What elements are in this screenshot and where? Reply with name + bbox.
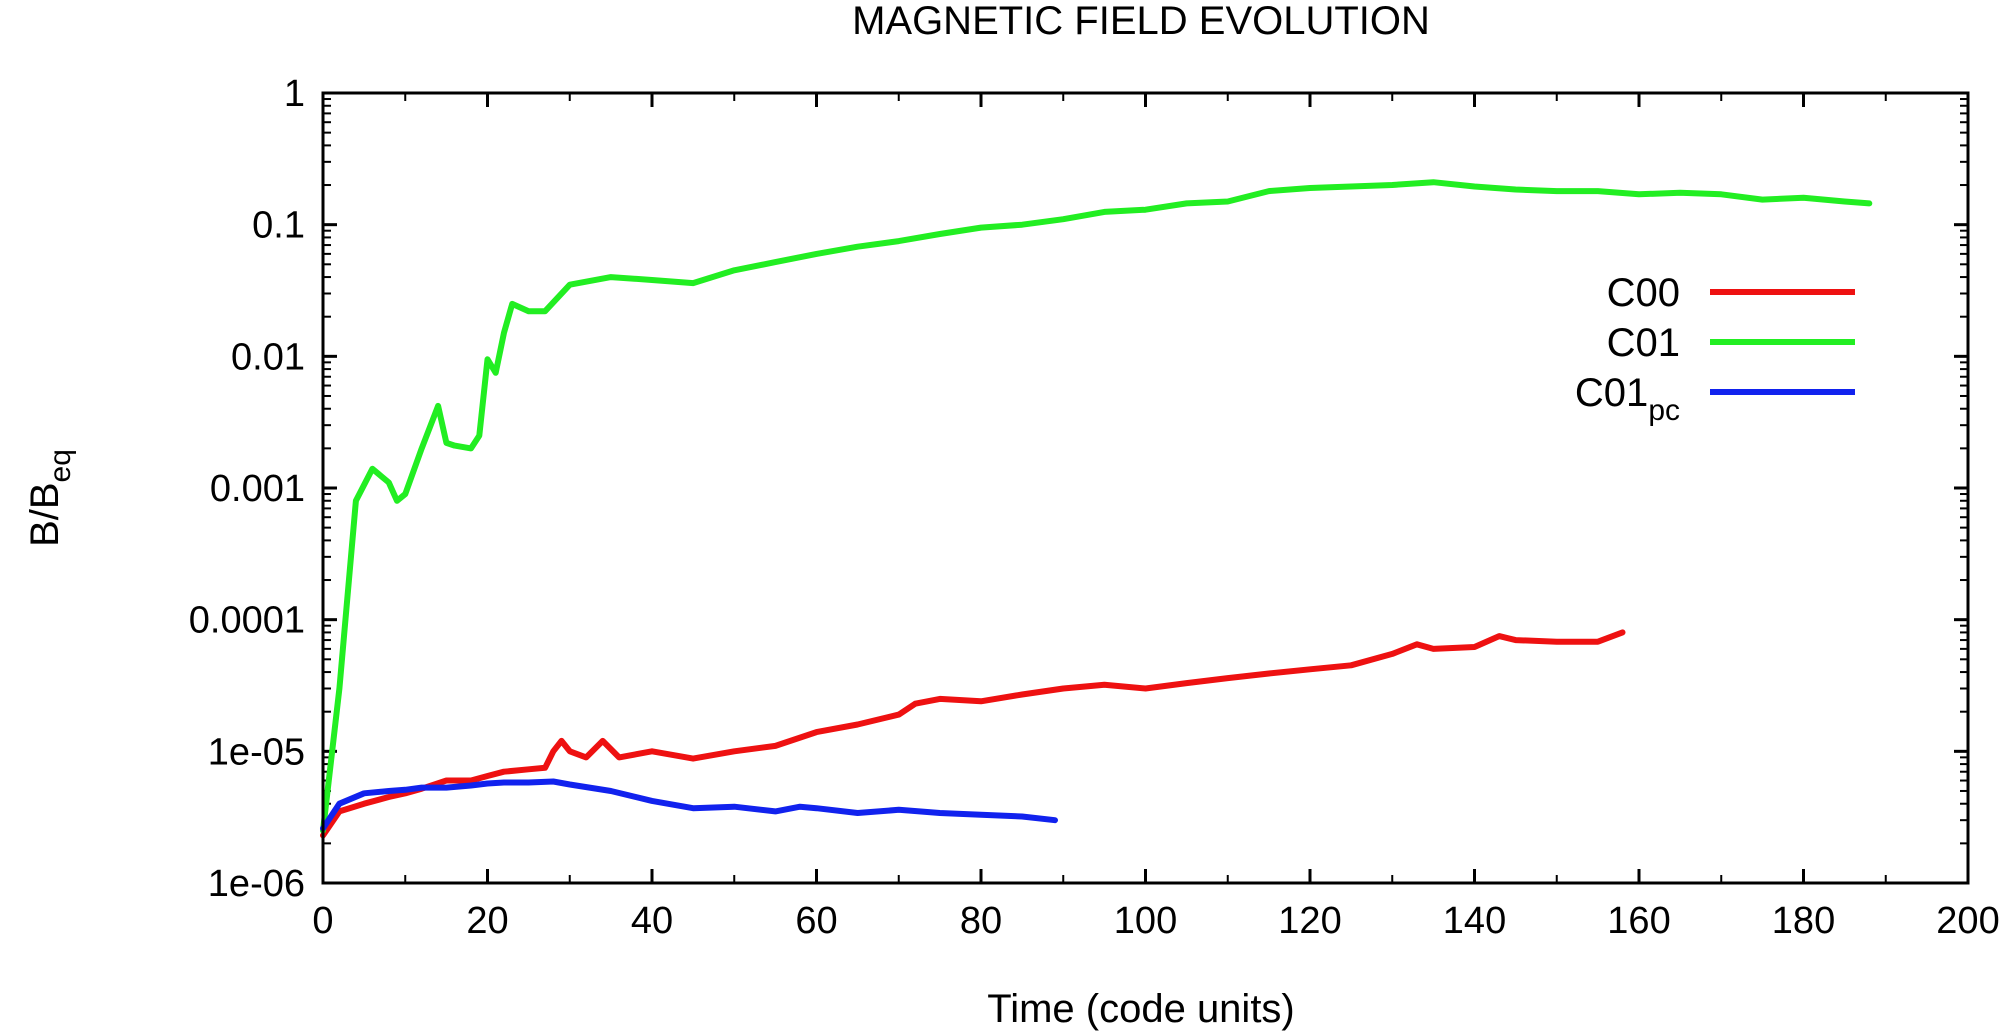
x-tick-label: 160 [1607,900,1670,942]
x-tick-label: 40 [631,900,673,942]
legend-label-main: C00 [1607,271,1680,315]
x-tick-label: 60 [795,900,837,942]
y-tick-label: 1 [284,73,305,115]
y-tick-label: 1e-05 [208,731,305,773]
series-layer [320,179,1873,839]
y-axis-title-main: B/B [23,482,67,546]
x-tick-label: 0 [312,900,333,942]
legend-label-main: C01 [1607,321,1680,365]
y-tick-label: 0.001 [210,468,305,510]
series-line-c01 [320,179,1873,834]
plot-frame [321,91,1970,885]
series-line-c01-pc [320,778,1058,832]
x-tick-label: 200 [1936,900,1999,942]
x-tick-label: 100 [1114,900,1177,942]
y-axis-title: B/Beq [23,449,77,547]
series-line-c00 [320,629,1626,839]
legend-label-sub: pc [1648,394,1680,427]
legend-label: C01pc [1575,371,1680,427]
x-tick-label: 120 [1278,900,1341,942]
y-tick-label: 1e-06 [208,863,305,905]
y-tick-label: 0.01 [231,336,305,378]
x-tick-label: 180 [1772,900,1835,942]
legend-label-main: C01 [1575,371,1648,415]
axis-ticks: 0 20 40 60 80 100 120 140 160 180 200 1e-06 1e-05 0.0… [189,73,2000,942]
x-tick-label: 140 [1443,900,1506,942]
legend-label: C00 [1607,271,1680,315]
x-axis-title: Time (code units) [987,987,1295,1031]
svg-text:B/Beq: B/Beq [23,449,77,547]
chart-title: MAGNETIC FIELD EVOLUTION [852,0,1430,43]
x-tick-label: 20 [466,900,508,942]
legend-label: C01 [1607,321,1680,365]
y-tick-label: 0.1 [252,205,305,247]
x-tick-label: 80 [960,900,1002,942]
y-axis-title-sub: eq [44,449,77,482]
y-tick-label: 0.0001 [189,600,305,642]
